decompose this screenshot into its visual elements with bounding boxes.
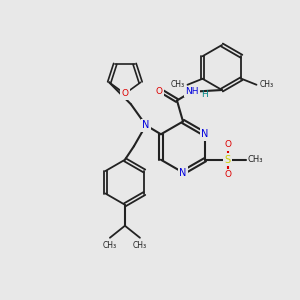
Text: S: S bbox=[224, 155, 231, 165]
Text: O: O bbox=[155, 87, 163, 96]
Text: CH₃: CH₃ bbox=[260, 80, 274, 89]
Text: O: O bbox=[122, 89, 128, 98]
Text: O: O bbox=[224, 170, 231, 179]
Text: NH: NH bbox=[185, 87, 199, 96]
Text: CH₃: CH₃ bbox=[170, 80, 184, 89]
Text: CH₃: CH₃ bbox=[103, 241, 117, 250]
Text: CH₃: CH₃ bbox=[247, 155, 262, 164]
Text: CH₃: CH₃ bbox=[133, 241, 147, 250]
Text: N: N bbox=[201, 129, 209, 139]
Text: N: N bbox=[142, 120, 150, 130]
Text: N: N bbox=[179, 167, 187, 178]
Text: O: O bbox=[224, 140, 231, 149]
Text: H: H bbox=[201, 90, 207, 99]
